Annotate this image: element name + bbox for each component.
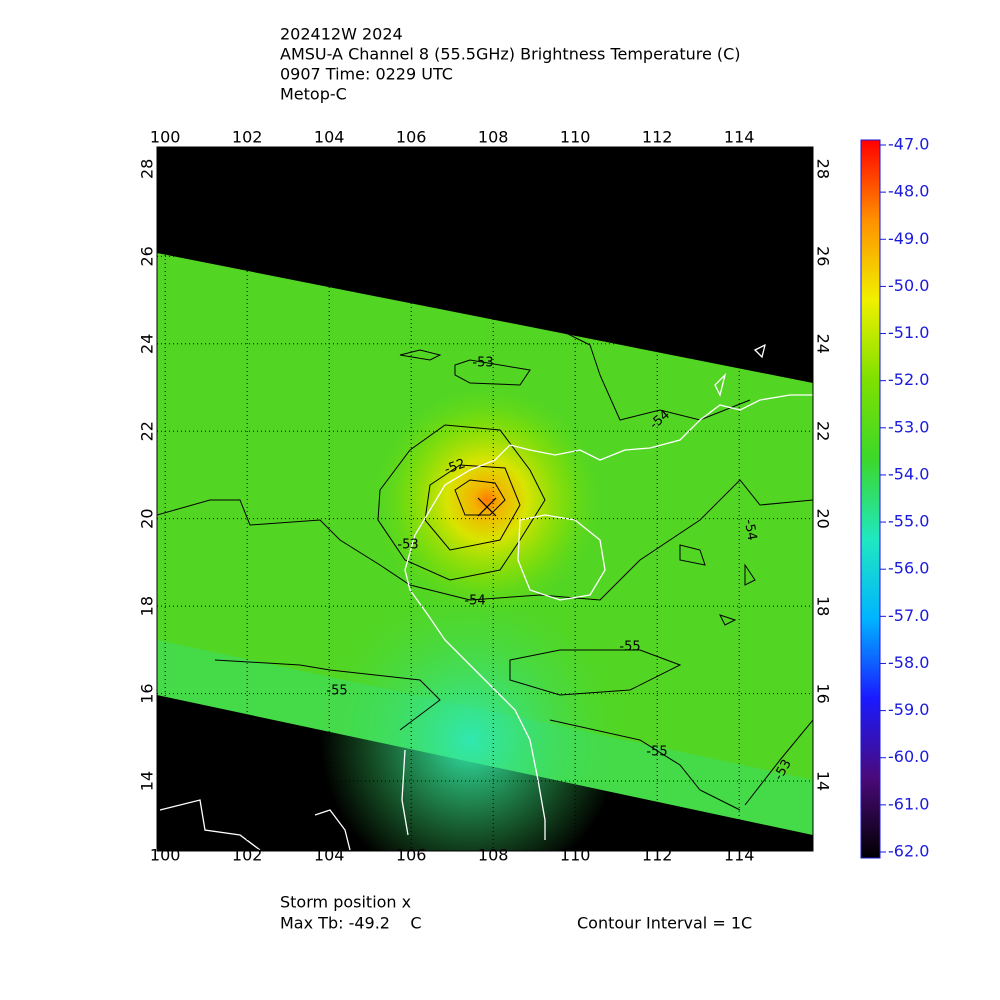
grid: 100 100 102 102 104 104 106 106 108 108 110 110 112 1… [138,128,833,865]
lon-label: 102 [232,846,263,865]
lat-label: 26 [138,246,157,266]
contour-interval: Contour Interval = 1C [577,914,752,933]
lon-label: 114 [724,128,755,147]
lat-label: 14 [814,771,833,791]
lon-label: 100 [150,846,181,865]
lat-label: 22 [138,421,157,441]
map-frame [156,146,814,852]
lon-label: 110 [560,128,591,147]
contour-label: -53 [472,356,493,371]
colorbar-label: -54.0 [888,464,929,483]
coastline [159,343,813,851]
storm-position: Storm position x [280,893,411,912]
lat-label: 28 [814,159,833,179]
colorbar-label: -51.0 [888,323,929,342]
colorbar-label: -60.0 [888,747,929,766]
colorbar-label: -56.0 [888,559,929,578]
lon-label: 110 [560,846,591,865]
lon-label: 102 [232,128,263,147]
contour-label: -55 [619,640,640,655]
lat-label: 28 [138,159,157,179]
colorbar-label: -62.0 [888,842,929,861]
lon-label: 104 [314,128,345,147]
lat-label: 20 [814,508,833,528]
lat-label: 14 [138,771,157,791]
lat-label: 26 [814,246,833,266]
lat-label: 16 [138,683,157,703]
lon-label: 104 [314,846,345,865]
contours [157,319,813,811]
colorbar-label: -49.0 [888,229,929,248]
max-tb: Max Tb: -49.2 C [280,914,421,933]
footer: Storm position x Max Tb: -49.2 C Contour… [280,893,752,933]
title-line: 0907 Time: 0229 UTC [280,65,453,84]
storm-marker [477,497,497,517]
lon-label: 112 [642,128,673,147]
lat-label: 18 [814,596,833,616]
lat-label: 18 [138,596,157,616]
contour-label: -54 [741,518,759,542]
contour-label: -54 [464,594,485,609]
lon-label: 108 [478,128,509,147]
lat-label: 24 [814,334,833,354]
title-line: AMSU-A Channel 8 (55.5GHz) Brightness Te… [280,45,741,64]
colorbar-label: -52.0 [888,370,929,389]
colorbar-label: -59.0 [888,700,929,719]
colorbar-label: -61.0 [888,794,929,813]
lat-label: 24 [138,334,157,354]
lon-label: 114 [724,846,755,865]
contour-label: -52 [442,456,467,477]
lon-label: 108 [478,846,509,865]
colorbar-label: -50.0 [888,276,929,295]
lon-label: 106 [396,128,427,147]
lon-label: 100 [150,128,181,147]
lat-label: 22 [814,421,833,441]
title-line: Metop-C [280,85,347,104]
colorbar: -47.0 -48.0 -49.0 -50.0 -51.0 -52.0 -53.0 -54.0… [860,135,929,861]
colorbar-label: -55.0 [888,512,929,531]
contour-label: -55 [326,684,347,699]
cool-area [320,590,620,851]
map-image [157,147,813,851]
lat-label: 20 [138,508,157,528]
colorbar-label: -47.0 [888,135,929,154]
lat-label: 16 [814,683,833,703]
colorbar-label: -57.0 [888,606,929,625]
lon-label: 106 [396,846,427,865]
title-line: 202412W 2024 [280,25,403,44]
contour-label: -53 [397,538,418,553]
lon-label: 112 [642,846,673,865]
colorbar-label: -48.0 [888,182,929,201]
colorbar-label: -58.0 [888,653,929,672]
colorbar-label: -53.0 [888,417,929,436]
header: 202412W 2024 AMSU-A Channel 8 (55.5GHz) … [280,25,741,104]
colorbar-ramp [860,139,881,859]
warm-core [372,385,602,615]
